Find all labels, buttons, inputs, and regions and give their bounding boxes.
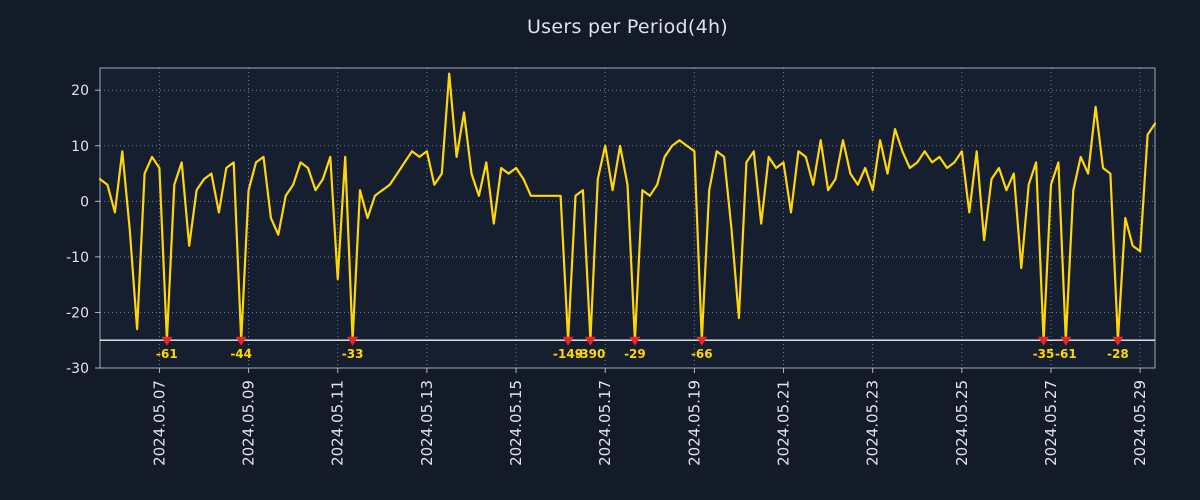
clipped-value-marker-icon <box>1038 336 1050 346</box>
clipped-value-label: -390 <box>575 347 605 361</box>
x-axis-tick-label: 2024.05.21 <box>775 380 793 466</box>
clipped-value-label: -28 <box>1107 347 1129 361</box>
clipped-value-label: -61 <box>156 347 178 361</box>
x-axis-tick-label: 2024.05.27 <box>1042 380 1060 466</box>
clipped-value-label: -44 <box>230 347 252 361</box>
x-axis-tick-label: 2024.05.25 <box>953 380 971 466</box>
chart-title: Users per Period(4h) <box>526 16 729 38</box>
x-axis-tick-label: 2024.05.29 <box>1131 380 1149 466</box>
y-axis-tick-label: -20 <box>66 305 89 321</box>
clipped-value-label: -35 <box>1033 347 1055 361</box>
clipped-value-label: -33 <box>342 347 364 361</box>
x-axis-tick-label: 2024.05.17 <box>596 380 614 466</box>
x-axis-tick-label: 2024.05.09 <box>240 380 258 466</box>
x-axis-tick-label: 2024.05.23 <box>864 380 882 466</box>
clipped-value-label: -149 <box>553 347 583 361</box>
frame-layer <box>95 67 1156 373</box>
plot-frame <box>99 67 1156 369</box>
clipped-value-marker-icon <box>1112 336 1124 346</box>
y-axis-tick-label: -10 <box>66 250 89 266</box>
plot-area <box>100 68 1155 368</box>
clipped-value-marker-icon <box>584 336 596 346</box>
x-axis-tick-label: 2024.05.15 <box>507 380 525 466</box>
clipped-value-marker-icon <box>161 336 173 346</box>
x-axis-tick-label: 2024.05.07 <box>150 380 168 466</box>
clipped-value-marker-icon <box>235 336 247 346</box>
plot-background-layer <box>100 68 1155 368</box>
y-axis-tick-label: 0 <box>80 194 89 210</box>
clipped-value-marker-icon <box>347 336 359 346</box>
series-line <box>98 72 1157 342</box>
x-axis-tick-label: 2024.05.19 <box>685 380 703 466</box>
clipped-value-marker-icon <box>629 336 641 346</box>
clipped-value-marker-icon <box>1060 336 1072 346</box>
series-layer <box>98 72 1157 342</box>
clipped-value-marker-icon <box>696 336 708 346</box>
clipped-value-label: -29 <box>624 347 646 361</box>
x-axis-tick-label: 2024.05.13 <box>418 380 436 466</box>
y-axis-tick-label: -30 <box>66 361 89 377</box>
clipped-value-label: -66 <box>691 347 713 361</box>
clipped-value-marker-icon <box>562 336 574 346</box>
clipped-value-label: -61 <box>1055 347 1077 361</box>
y-axis-tick-label: 10 <box>71 139 89 155</box>
x-axis-tick-label: 2024.05.11 <box>329 380 347 466</box>
tick-label-layer: 2024.05.07 2024.05.09 2024.05.11 2024.05.13… <box>66 83 1149 466</box>
y-axis-tick-label: 20 <box>71 83 89 99</box>
marker-layer: -61 -44 -33 -149-390 -29 -66 -35 -61 -28 <box>156 336 1129 361</box>
